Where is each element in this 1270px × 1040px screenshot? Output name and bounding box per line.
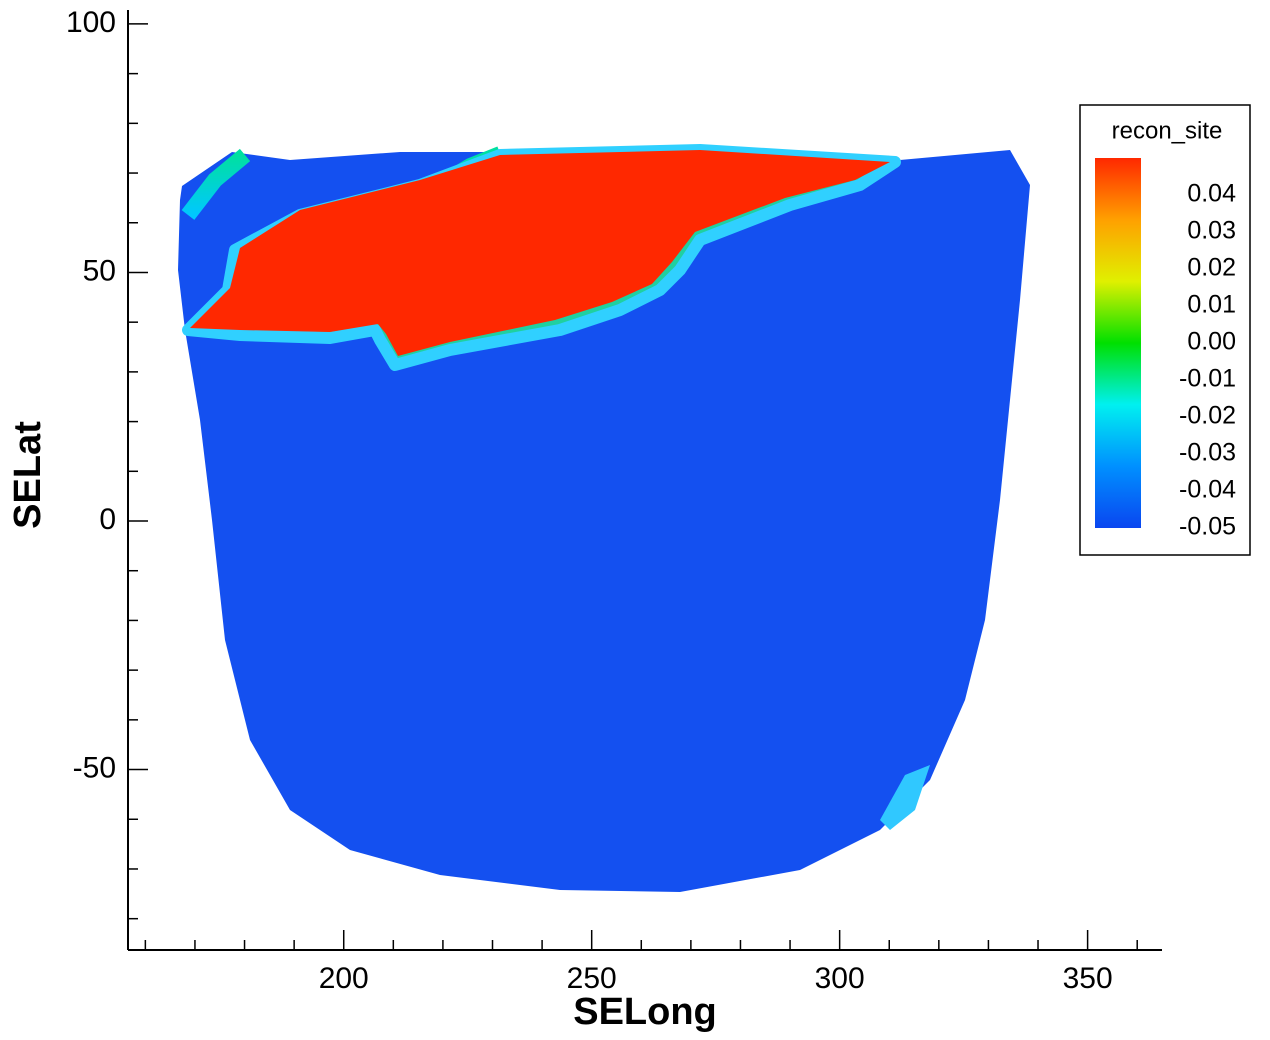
legend-level-label: -0.05 [1179, 513, 1236, 541]
region-edge [880, 765, 930, 830]
x-tick-label: 300 [815, 962, 865, 995]
y-axis-label: SELat [7, 421, 49, 529]
y-tick-label: -50 [73, 751, 116, 784]
legend-level-label: 0.04 [1187, 180, 1236, 208]
legend-level-label: -0.01 [1179, 365, 1236, 393]
x-tick-label: 350 [1063, 962, 1113, 995]
x-tick-label: 250 [567, 962, 617, 995]
x-axis-label: SELong [573, 991, 717, 1033]
legend-level-label: 0.00 [1187, 328, 1236, 356]
x-tick-label: 200 [319, 962, 369, 995]
legend-level-label: 0.03 [1187, 217, 1236, 245]
legend-title: recon_site [1112, 117, 1223, 144]
y-tick-label: 100 [66, 6, 116, 39]
legend-level-label: -0.02 [1179, 402, 1236, 430]
legend-level-label: -0.04 [1179, 476, 1236, 504]
region-high [190, 150, 890, 356]
legend-level-label: 0.01 [1187, 291, 1236, 319]
y-tick-label: 50 [83, 254, 116, 287]
legend-level-label: -0.03 [1179, 439, 1236, 467]
legend-level-label: 0.02 [1187, 254, 1236, 282]
region-edge [181, 148, 251, 220]
y-tick-label: 0 [99, 503, 116, 536]
contour-field [178, 144, 1030, 892]
colorbar [1095, 158, 1141, 528]
